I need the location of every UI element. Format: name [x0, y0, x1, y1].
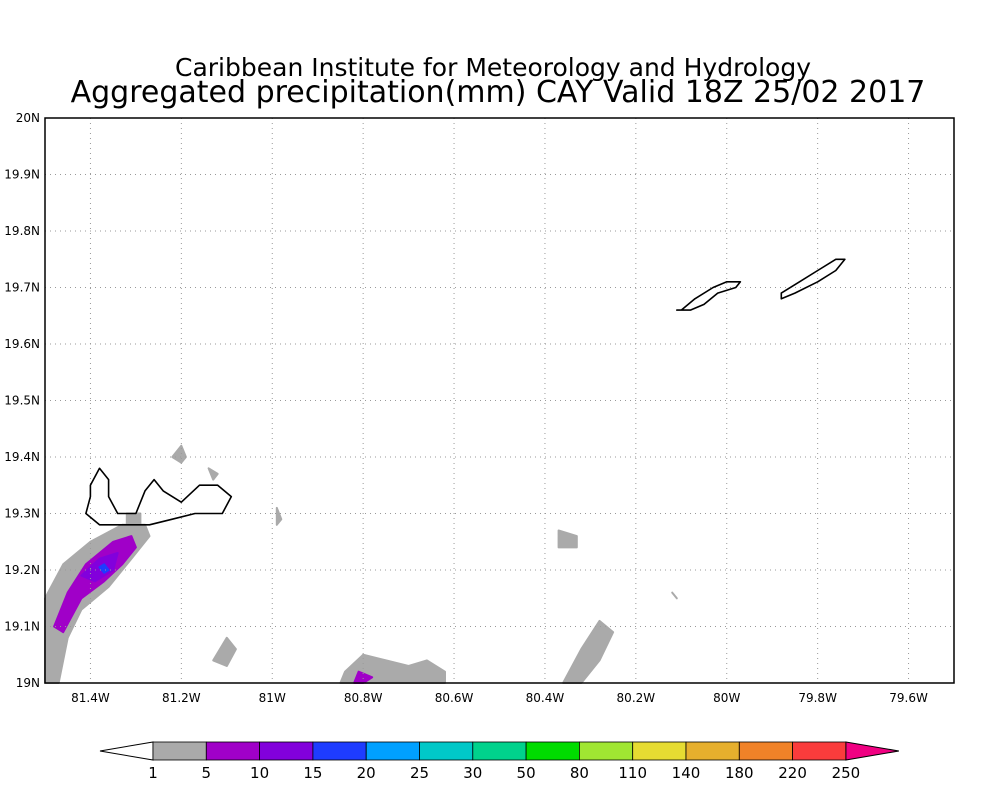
lat-tick-label: 19.2N	[4, 563, 40, 577]
colorbar-segment	[632, 741, 687, 761]
colorbar-segment	[205, 741, 261, 761]
island-outline-little-cayman	[675, 280, 742, 311]
colorbar-segment	[685, 741, 740, 761]
lat-tick-label: 19.8N	[4, 224, 40, 238]
lon-tick-label: 80W	[713, 691, 740, 705]
longitude-tick-labels: 81.4W 81.2W 81W 80.8W 80.6W 80.4W 80.2W 80W 79.8…	[71, 691, 928, 705]
map-frame-background	[45, 118, 954, 683]
lat-tick-label: 20N	[16, 111, 40, 125]
colorbar-segment	[365, 741, 420, 761]
lon-tick-label: 80.8W	[344, 691, 383, 705]
colorbar-segment	[312, 741, 367, 761]
lat-tick-label: 19.6N	[4, 337, 40, 351]
island-outline-grand-cayman	[85, 467, 233, 526]
lat-tick-label: 19N	[16, 676, 40, 690]
grid-lines	[45, 117, 954, 684]
precip-area-1-5	[671, 591, 678, 600]
lat-tick-label: 19.3N	[4, 507, 40, 521]
map-plot-area	[44, 117, 955, 684]
latitude-tick-labels: 19N 19.1N 19.2N 19.3N 19.4N 19.5N 19.6N 19.7N 19…	[4, 111, 40, 690]
colorbar-label: 10	[250, 764, 269, 782]
colorbar-segment	[579, 741, 634, 761]
coastline-layer	[85, 258, 846, 526]
precip-area-1-5	[557, 529, 578, 549]
island-outline-cayman-brac	[780, 258, 846, 300]
lat-tick-label: 19.1N	[4, 620, 40, 634]
lon-tick-label: 79.6W	[889, 691, 928, 705]
colorbar-label: 80	[570, 764, 589, 782]
colorbar-label: 140	[672, 764, 701, 782]
lat-tick-label: 19.7N	[4, 281, 40, 295]
lat-tick-label: 19.5N	[4, 394, 40, 408]
lon-tick-label: 79.8W	[798, 691, 837, 705]
precip-area-1-5	[125, 512, 142, 526]
lat-tick-label: 19.4N	[4, 450, 40, 464]
colorbar-segment	[792, 741, 847, 761]
colorbar-segment	[472, 741, 527, 761]
colorbar-segment	[738, 741, 793, 761]
colorbar-low-arrow	[99, 741, 154, 761]
title-line-1: Caribbean Institute for Meteorology and …	[175, 53, 811, 82]
map-frame-border	[44, 117, 955, 684]
colorbar-label: 110	[618, 764, 647, 782]
precipitation-layer	[44, 444, 678, 684]
colorbar-label: 25	[410, 764, 429, 782]
colorbar-label: 50	[517, 764, 536, 782]
lon-tick-label: 81.2W	[162, 691, 201, 705]
colorbar-label: 250	[832, 764, 861, 782]
precip-area-15-20	[98, 563, 110, 574]
colorbar-segment	[152, 741, 207, 761]
colorbar-high-arrow	[845, 741, 899, 761]
precip-area-1-5	[207, 467, 219, 481]
colorbar-label: 220	[778, 764, 807, 782]
colorbar-label: 1	[148, 764, 158, 782]
lon-tick-label: 80.6W	[435, 691, 474, 705]
colorbar-label: 180	[725, 764, 754, 782]
lon-tick-label: 81.4W	[71, 691, 110, 705]
colorbar-legend: 1 5 10 15 20 25 30 50 80 110 140 180 220 250	[99, 741, 899, 782]
colorbar-label: 20	[357, 764, 376, 782]
lon-tick-label: 81W	[259, 691, 286, 705]
precip-area-1-5	[275, 506, 283, 526]
title-line-2: Aggregated precipitation(mm) CAY Valid 1…	[71, 75, 926, 110]
lon-tick-label: 80.2W	[617, 691, 656, 705]
colorbar-label: 15	[303, 764, 322, 782]
colorbar-segment	[525, 741, 580, 761]
precip-area-1-5	[212, 636, 237, 667]
lat-tick-label: 19.9N	[4, 168, 40, 182]
lon-tick-label: 80.4W	[526, 691, 565, 705]
colorbar-label: 30	[463, 764, 482, 782]
colorbar-segment	[259, 741, 314, 761]
colorbar-segment	[419, 741, 474, 761]
colorbar-label: 5	[202, 764, 212, 782]
